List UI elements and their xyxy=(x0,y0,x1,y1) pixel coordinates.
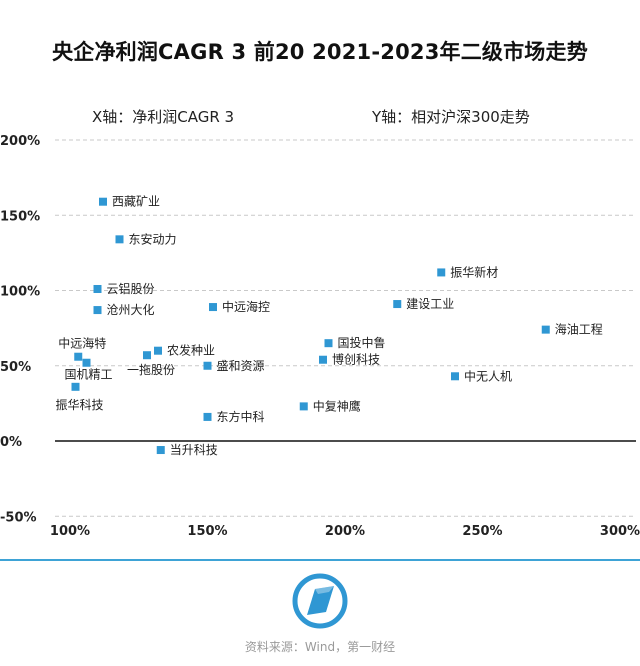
x-tick-label: 200% xyxy=(325,524,365,539)
y-axis-caption: Y轴：相对沪深300走势 xyxy=(372,108,530,126)
point-label: 东方中科 xyxy=(217,409,265,424)
point-label: 中复神鹰 xyxy=(313,398,361,413)
data-point[interactable] xyxy=(154,346,162,355)
point-label: 中无人机 xyxy=(464,368,512,383)
data-point[interactable] xyxy=(115,235,124,244)
point-label: 西藏矿业 xyxy=(112,195,160,209)
x-axis-caption: X轴：净利润CAGR 3 xyxy=(92,108,235,126)
data-point[interactable] xyxy=(209,303,217,312)
point-label: 中远海特 xyxy=(58,336,106,351)
data-point[interactable] xyxy=(299,402,308,411)
data-point[interactable] xyxy=(82,358,91,367)
data-point[interactable] xyxy=(74,352,83,361)
x-tick-label: 300% xyxy=(600,524,640,539)
point-label: 盛和资源 xyxy=(217,358,265,373)
point-label: 云铝股份 xyxy=(107,281,155,296)
data-point[interactable] xyxy=(541,325,550,334)
y-tick-label: 0% xyxy=(0,435,22,450)
point-label: 农发种业 xyxy=(167,343,215,358)
y-tick-label: 150% xyxy=(0,209,40,224)
source-note: 资料来源：Wind，第一财经 xyxy=(244,640,396,654)
data-point[interactable] xyxy=(71,382,80,391)
data-point[interactable] xyxy=(99,197,107,206)
footer-divider xyxy=(0,559,640,561)
chart-title: 央企净利润CAGR 3 前20 2021-2023年二级市场走势 xyxy=(52,40,588,64)
data-point[interactable] xyxy=(143,351,151,360)
data-point[interactable] xyxy=(93,306,102,315)
data-point[interactable] xyxy=(203,412,212,421)
y-tick-label: -50% xyxy=(0,510,37,525)
point-label: 振华新材 xyxy=(450,264,498,279)
point-label: 当升科技 xyxy=(170,443,218,457)
x-tick-label: 250% xyxy=(462,524,502,539)
point-label: 博创科技 xyxy=(332,352,380,367)
data-point[interactable] xyxy=(451,372,459,381)
x-tick-label: 150% xyxy=(187,524,227,539)
point-label: 国投中鲁 xyxy=(338,335,386,350)
point-label: 沧州大化 xyxy=(107,302,155,317)
data-point[interactable] xyxy=(393,300,402,309)
yicai-logo-icon xyxy=(292,573,348,629)
scatter-plot: 200% 150% 100% 50% 0% -50% 100% 150% 200% 250% 300… xyxy=(0,134,640,539)
point-label: 振华科技 xyxy=(56,398,104,412)
data-point[interactable] xyxy=(324,339,333,348)
point-label: 中远海控 xyxy=(222,299,270,314)
point-label: 建设工业 xyxy=(406,297,454,311)
point-label: 一拖股份 xyxy=(127,363,175,377)
y-tick-label: 50% xyxy=(0,360,31,375)
data-point[interactable] xyxy=(156,446,165,455)
data-point[interactable] xyxy=(93,284,102,293)
y-tick-label: 100% xyxy=(0,285,40,300)
y-tick-label: 200% xyxy=(0,134,40,149)
data-point[interactable] xyxy=(319,355,327,364)
x-tick-label: 100% xyxy=(50,524,90,539)
data-point[interactable] xyxy=(203,361,212,370)
point-label: 国机精工 xyxy=(65,368,113,382)
point-label: 海油工程 xyxy=(555,322,603,337)
point-label: 东安动力 xyxy=(129,231,177,246)
data-point[interactable] xyxy=(437,268,446,277)
